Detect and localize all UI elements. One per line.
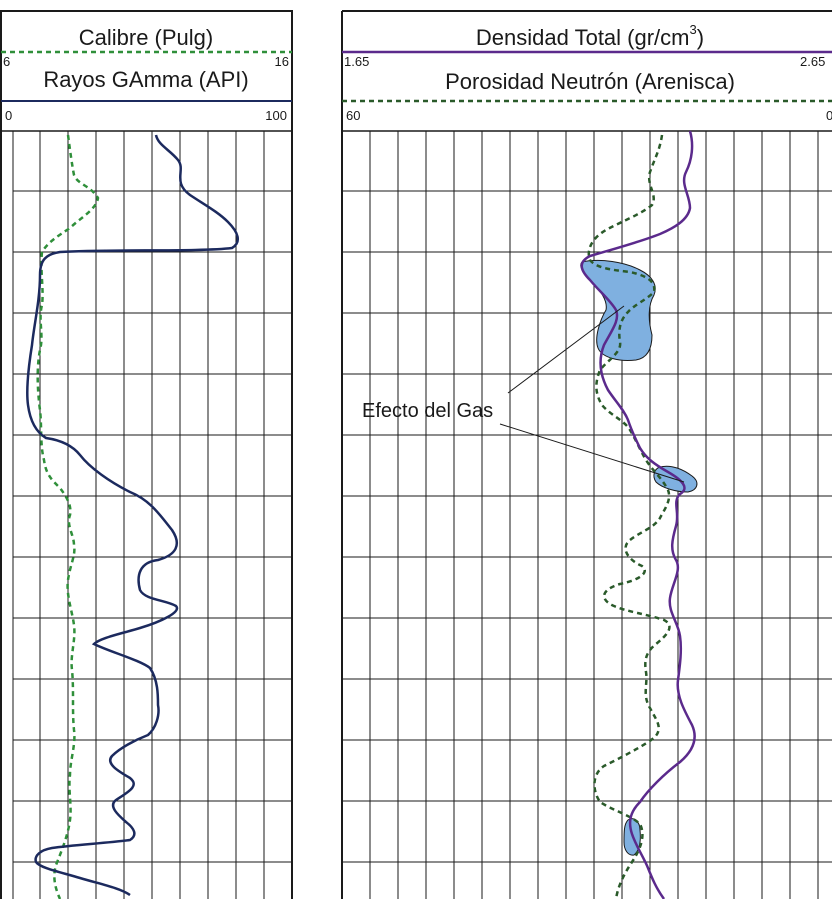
gas-effect-annotation: Efecto del Gas xyxy=(362,305,685,483)
track-1-frame xyxy=(0,10,293,899)
density-scale-left: 1.65 xyxy=(344,54,369,69)
gas-effect-leader-1 xyxy=(507,305,625,394)
track-1: Calibre (Pulg) 6 16 Rayos GAmma (API) 0 … xyxy=(0,10,293,899)
track-2: Densidad Total (gr/cm3) 1.65 2.65 Porosi… xyxy=(341,10,832,899)
caliper-curve xyxy=(36,134,100,899)
track-1-grid xyxy=(12,131,292,899)
track-2-title: Densidad Total (gr/cm3) xyxy=(476,22,704,50)
density-curve xyxy=(580,130,696,899)
caliper-scale-left: 6 xyxy=(3,54,10,69)
gas-effect-label: Efecto del Gas xyxy=(362,400,493,422)
neutron-curve xyxy=(587,134,671,899)
gas-effect-leader-2 xyxy=(499,423,685,483)
density-scale-right: 2.65 xyxy=(800,54,825,69)
gamma-ray-scale-right: 100 xyxy=(265,108,287,123)
gamma-ray-scale-left: 0 xyxy=(5,108,12,123)
track-1-title: Calibre (Pulg) xyxy=(79,25,214,50)
gamma-ray-curve xyxy=(25,134,240,897)
track-1-subtitle: Rayos GAmma (API) xyxy=(43,67,248,92)
track-2-subtitle: Porosidad Neutrón (Arenisca) xyxy=(445,69,735,94)
neutron-scale-left: 60 xyxy=(346,108,360,123)
track-2-grid xyxy=(342,131,832,899)
caliper-scale-right: 16 xyxy=(275,54,289,69)
neutron-scale-right: 0 xyxy=(826,108,832,123)
